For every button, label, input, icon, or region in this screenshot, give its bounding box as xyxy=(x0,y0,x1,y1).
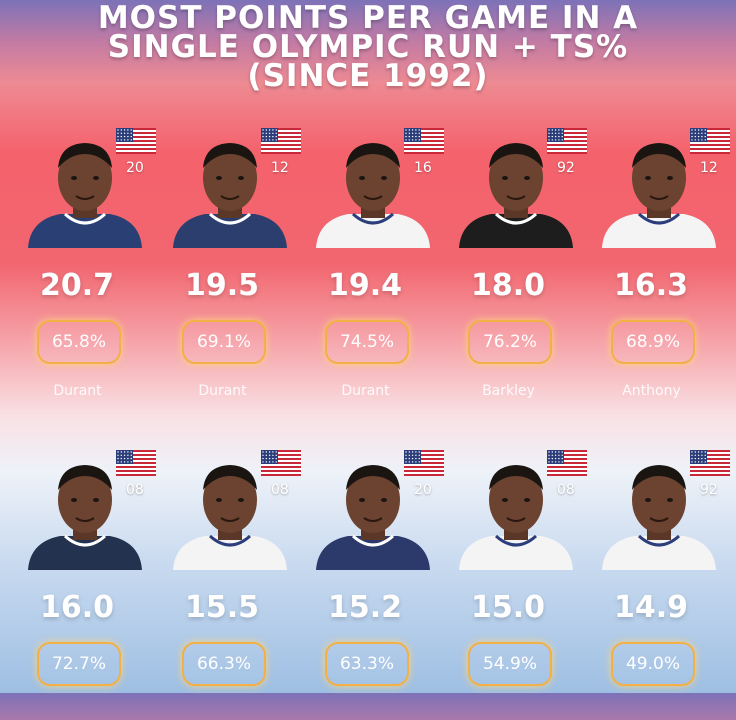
player-photo xyxy=(308,450,438,570)
player-card: 16 19.4 74.5% Durant xyxy=(308,128,444,399)
points-per-game: 19.5 xyxy=(184,268,260,303)
player-card: 12 19.5 69.1% Durant xyxy=(165,128,301,399)
olympic-year: 12 xyxy=(271,160,289,176)
true-shooting-badge: 65.8% xyxy=(37,320,121,364)
olympic-year: 92 xyxy=(557,160,575,176)
player-card: 08 15.5 66.3% xyxy=(165,450,301,720)
player-name: Durant xyxy=(198,383,247,399)
true-shooting-badge: 63.3% xyxy=(325,642,409,686)
player-name: Durant xyxy=(341,383,390,399)
olympic-year: 08 xyxy=(557,482,575,498)
usa-flag-icon xyxy=(690,450,730,476)
player-photo xyxy=(451,128,581,248)
points-per-game: 16.0 xyxy=(39,590,115,625)
player-photo xyxy=(165,128,295,248)
title-line-1: MOST POINTS PER GAME IN A xyxy=(97,0,639,36)
olympic-year: 12 xyxy=(700,160,718,176)
player-name: Durant xyxy=(53,383,102,399)
player-card: 08 15.0 54.9% xyxy=(451,450,587,720)
points-per-game: 16.3 xyxy=(613,268,689,303)
points-per-game: 15.5 xyxy=(184,590,260,625)
olympic-year: 08 xyxy=(271,482,289,498)
player-card: 92 14.9 49.0% xyxy=(594,450,730,720)
player-card: 20 20.7 65.8% Durant xyxy=(20,128,156,399)
true-shooting-badge: 72.7% xyxy=(37,642,121,686)
olympic-year: 20 xyxy=(126,160,144,176)
title-line-2: SINGLE OLYMPIC RUN + TS% xyxy=(107,29,629,65)
olympic-year: 92 xyxy=(700,482,718,498)
points-per-game: 20.7 xyxy=(39,268,115,303)
true-shooting-badge: 69.1% xyxy=(182,320,266,364)
true-shooting-badge: 54.9% xyxy=(468,642,552,686)
points-per-game: 15.2 xyxy=(327,590,403,625)
usa-flag-icon xyxy=(404,450,444,476)
olympic-year: 08 xyxy=(126,482,144,498)
usa-flag-icon xyxy=(261,128,301,154)
points-per-game: 15.0 xyxy=(470,590,546,625)
player-photo xyxy=(594,450,724,570)
player-photo xyxy=(308,128,438,248)
points-per-game: 14.9 xyxy=(613,590,689,625)
title-line-3: (SINCE 1992) xyxy=(247,58,489,94)
usa-flag-icon xyxy=(547,128,587,154)
page-title: MOST POINTS PER GAME IN A SINGLE OLYMPIC… xyxy=(0,0,736,94)
usa-flag-icon xyxy=(690,128,730,154)
usa-flag-icon xyxy=(116,450,156,476)
player-card: 12 16.3 68.9% Anthony xyxy=(594,128,730,399)
true-shooting-badge: 74.5% xyxy=(325,320,409,364)
player-photo xyxy=(451,450,581,570)
true-shooting-badge: 49.0% xyxy=(611,642,695,686)
player-name: Anthony xyxy=(622,383,681,399)
true-shooting-badge: 68.9% xyxy=(611,320,695,364)
player-card: 92 18.0 76.2% Barkley xyxy=(451,128,587,399)
usa-flag-icon xyxy=(116,128,156,154)
player-photo xyxy=(20,450,150,570)
usa-flag-icon xyxy=(404,128,444,154)
olympic-year: 16 xyxy=(414,160,432,176)
player-photo xyxy=(594,128,724,248)
usa-flag-icon xyxy=(261,450,301,476)
player-name: Barkley xyxy=(482,383,535,399)
player-photo xyxy=(165,450,295,570)
player-photo xyxy=(20,128,150,248)
player-card: 20 15.2 63.3% xyxy=(308,450,444,720)
points-per-game: 18.0 xyxy=(470,268,546,303)
true-shooting-badge: 76.2% xyxy=(468,320,552,364)
points-per-game: 19.4 xyxy=(327,268,403,303)
usa-flag-icon xyxy=(547,450,587,476)
true-shooting-badge: 66.3% xyxy=(182,642,266,686)
olympic-year: 20 xyxy=(414,482,432,498)
player-card: 08 16.0 72.7% xyxy=(20,450,156,720)
